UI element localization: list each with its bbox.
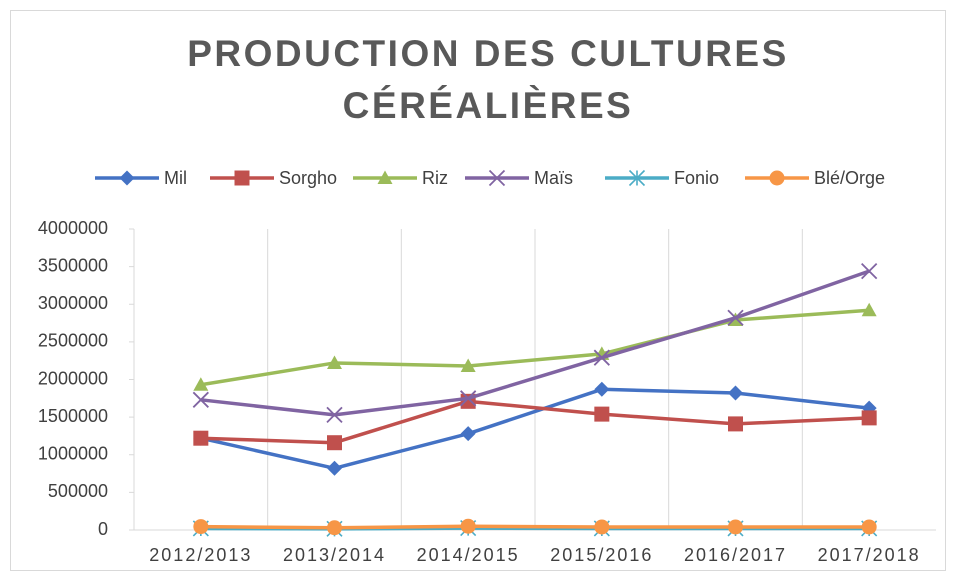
legend-label: Riz [422,168,448,188]
x-tick-label: 2016/2017 [684,545,787,565]
legend-marker [628,169,646,187]
x-tick-label: 2014/2015 [417,545,520,565]
y-tick-label: 1000000 [38,444,108,464]
y-tick-label: 4000000 [38,218,108,238]
legend-label: Maïs [534,168,573,188]
legend-marker [488,169,506,187]
y-tick-label: 2000000 [38,368,108,388]
y-tick-label: 500000 [48,481,108,501]
marker [861,410,877,426]
marker [594,406,610,422]
legend-marker [377,170,393,184]
legend-label: Blé/Orge [814,168,885,188]
marker [327,520,342,536]
marker [861,302,877,317]
x-tick-label: 2015/2016 [550,545,653,565]
marker [593,349,610,366]
y-tick-label: 0 [98,519,108,539]
marker [861,519,877,535]
marker [193,377,209,391]
marker [327,435,342,451]
series-line [200,387,870,471]
series-line [200,308,870,387]
y-tick-label: 1500000 [38,406,108,426]
legend-marker [234,170,250,186]
series-line [200,399,870,445]
marker [727,309,744,326]
marker [192,391,209,408]
marker [460,426,476,442]
legend-label: Sorgho [279,168,337,188]
x-tick-label: 2017/2018 [818,545,921,565]
marker [460,390,477,407]
x-tick-label: 2013/2014 [283,545,386,565]
marker [193,430,209,446]
legend-marker [119,170,135,186]
y-tick-label: 2500000 [38,331,108,351]
marker [327,460,342,476]
chart-frame [10,10,946,571]
marker [728,385,743,401]
marker [728,519,743,535]
chart-title: PRODUCTION DES CULTURES CÉRÉALIÈRES [187,33,789,126]
legend-marker [769,170,785,186]
marker [327,355,342,369]
marker [326,406,343,424]
marker [594,519,610,535]
legend-label: Fonio [674,168,719,188]
y-tick-label: 3000000 [38,293,108,313]
marker [861,263,878,280]
series-line [200,524,870,530]
y-tick-label: 3500000 [38,255,108,275]
x-tick-label: 2012/2013 [149,545,252,565]
legend-label: Mil [164,168,187,188]
marker [460,518,476,534]
marker [460,358,476,372]
series-line [200,269,870,417]
marker [193,519,209,535]
marker [594,381,610,397]
marker [728,416,743,432]
